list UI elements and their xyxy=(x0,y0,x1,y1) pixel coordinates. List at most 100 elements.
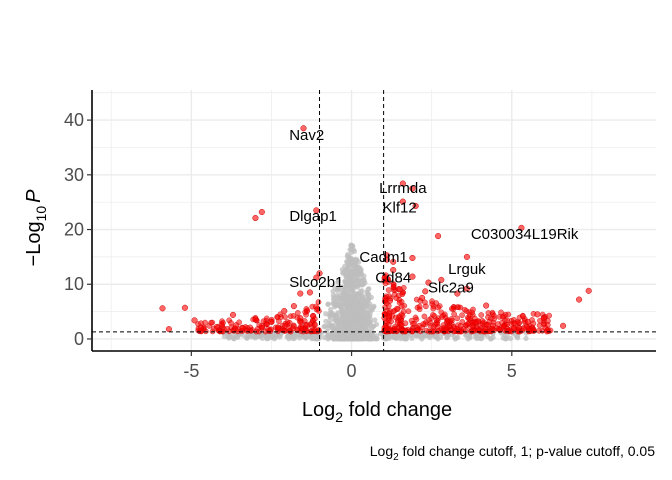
y-tick-label: 40 xyxy=(64,110,84,130)
significant-point xyxy=(427,323,434,329)
significant-point xyxy=(202,319,208,326)
x-axis-title-base: Log xyxy=(302,399,335,421)
ns-point xyxy=(451,334,458,340)
significant-point xyxy=(286,324,292,331)
significant-point xyxy=(518,224,525,231)
significant-point xyxy=(576,296,583,303)
significant-point xyxy=(454,315,460,322)
significant-point xyxy=(457,304,464,311)
ns-point xyxy=(502,336,509,342)
significant-point xyxy=(165,326,172,333)
significant-point xyxy=(228,320,234,326)
significant-point xyxy=(274,314,280,320)
ns-point xyxy=(359,281,365,287)
ns-point xyxy=(373,336,379,342)
ns-point xyxy=(328,306,334,313)
significant-point xyxy=(504,317,510,324)
y-axis-title: −Log10 P xyxy=(23,189,49,267)
caption-base: Log xyxy=(370,443,393,459)
ns-point xyxy=(365,286,371,292)
y-tick-label: 0 xyxy=(74,329,84,349)
significant-point xyxy=(545,322,551,328)
significant-point xyxy=(449,305,455,312)
significant-point xyxy=(233,322,240,329)
significant-point xyxy=(230,328,237,334)
ns-point xyxy=(329,310,335,316)
significant-point xyxy=(239,324,246,332)
ns-point xyxy=(356,326,362,332)
significant-point xyxy=(219,322,226,329)
significant-point xyxy=(191,317,198,324)
ns-point xyxy=(350,247,357,253)
significant-point xyxy=(213,323,221,330)
gene-label: Lrguk xyxy=(448,261,486,278)
significant-point xyxy=(400,308,407,315)
gene-label: Lrrmda xyxy=(379,180,427,197)
significant-point xyxy=(546,312,552,319)
significant-point xyxy=(393,295,400,301)
ns-point xyxy=(330,325,336,331)
ns-point xyxy=(515,333,521,339)
ns-point xyxy=(353,314,359,320)
significant-point xyxy=(405,308,412,315)
x-tick-label: 0 xyxy=(347,361,357,381)
y-axis-title-sub: 10 xyxy=(33,206,49,222)
significant-point xyxy=(423,303,429,310)
ns-point xyxy=(359,312,365,318)
x-axis-title-rest: fold change xyxy=(343,399,452,421)
significant-point xyxy=(202,328,209,335)
x-tick-label: -5 xyxy=(183,361,199,381)
significant-point xyxy=(409,273,416,280)
significant-point xyxy=(439,314,445,320)
significant-point xyxy=(268,318,275,326)
significant-point xyxy=(429,301,435,307)
ns-point xyxy=(340,315,346,321)
ns-point xyxy=(342,263,348,269)
significant-point xyxy=(464,321,471,327)
significant-point xyxy=(540,315,547,322)
significant-point xyxy=(409,185,416,192)
significant-point xyxy=(310,312,317,320)
significant-point xyxy=(461,306,468,313)
ns-point xyxy=(369,331,376,337)
significant-point xyxy=(454,290,461,297)
significant-point xyxy=(281,308,288,315)
ns-point xyxy=(323,318,329,324)
significant-point xyxy=(512,320,518,327)
y-axis-title-base: Log xyxy=(23,221,45,254)
ns-point xyxy=(321,334,328,341)
significant-point xyxy=(520,313,526,320)
significant-point xyxy=(451,311,457,317)
ns-point xyxy=(342,324,348,330)
ns-point xyxy=(369,336,375,342)
x-axis-title: Log2 fold change xyxy=(302,399,452,425)
significant-point xyxy=(208,319,214,326)
significant-point xyxy=(385,317,392,324)
ns-point xyxy=(340,333,347,339)
ns-point xyxy=(344,336,350,342)
significant-point xyxy=(491,313,497,319)
ns-point xyxy=(365,291,371,297)
significant-point xyxy=(530,320,537,327)
y-tick-label: 10 xyxy=(64,274,84,294)
ns-point xyxy=(341,291,348,297)
gene-label: Nav2 xyxy=(289,127,324,144)
ns-point xyxy=(523,335,529,341)
significant-point xyxy=(390,266,397,274)
significant-point xyxy=(485,322,492,328)
significant-point xyxy=(398,322,405,328)
ns-point xyxy=(346,281,353,287)
ns-point xyxy=(346,303,352,309)
significant-point xyxy=(483,302,490,309)
significant-point xyxy=(394,319,401,326)
y-tick-label: 30 xyxy=(64,165,84,185)
ns-point xyxy=(363,334,369,341)
significant-point xyxy=(282,314,288,320)
ns-point xyxy=(301,334,308,340)
ns-point xyxy=(341,310,347,316)
ns-point xyxy=(348,255,354,261)
significant-point xyxy=(433,317,440,323)
ns-point xyxy=(264,334,270,341)
ns-point xyxy=(353,291,360,297)
ns-point xyxy=(474,335,480,342)
